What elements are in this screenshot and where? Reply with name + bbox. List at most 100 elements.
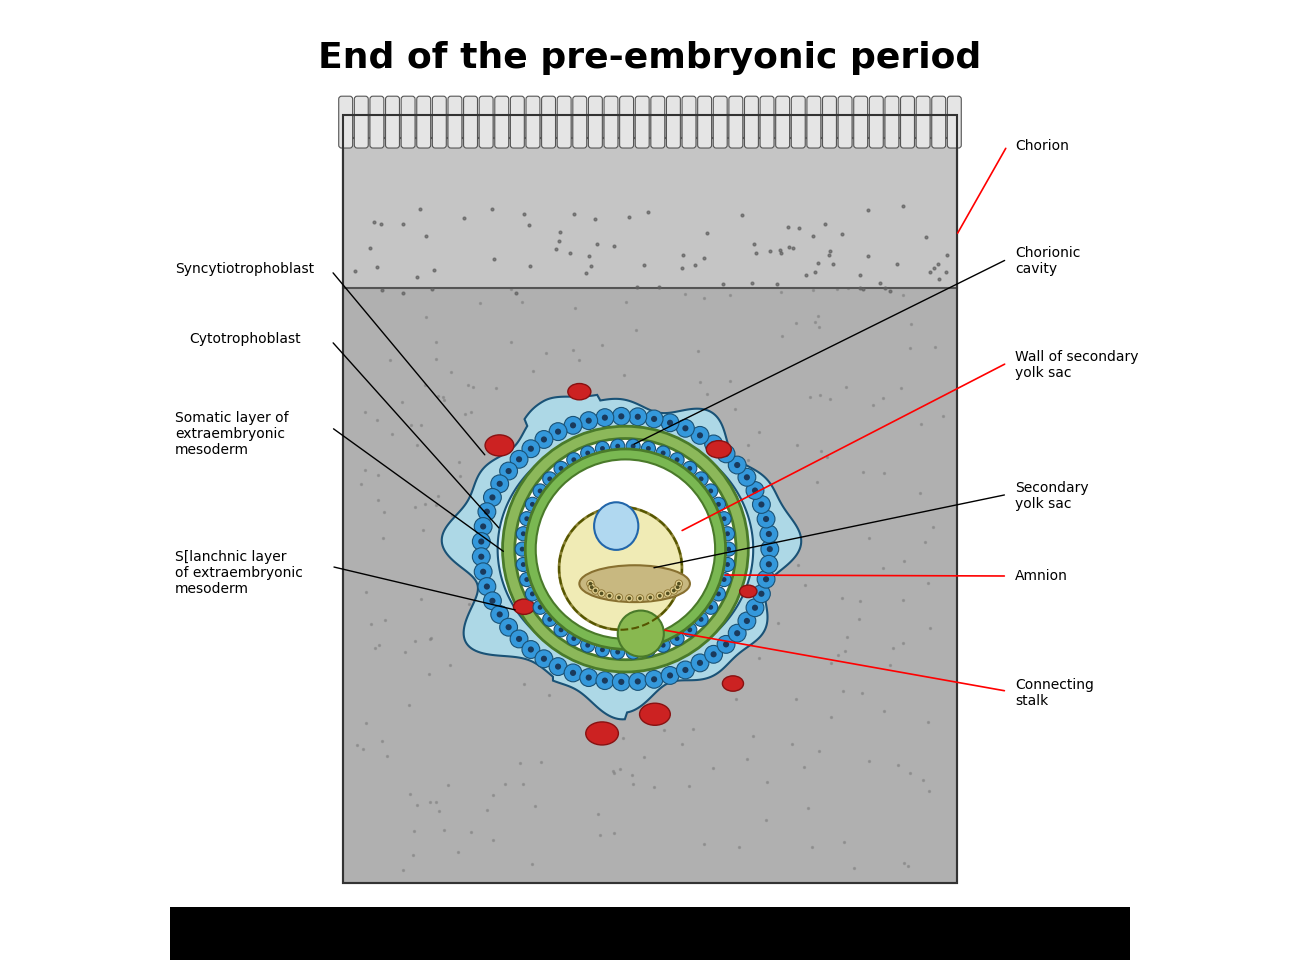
Point	[640, 543, 660, 559]
Point	[805, 264, 826, 279]
Point	[736, 553, 757, 568]
Point	[543, 590, 564, 606]
Point	[632, 543, 653, 559]
Point	[919, 783, 940, 799]
Circle shape	[595, 442, 610, 456]
Circle shape	[722, 542, 736, 556]
Circle shape	[606, 592, 614, 599]
Point	[638, 204, 659, 220]
Point	[837, 148, 858, 163]
FancyBboxPatch shape	[448, 96, 461, 148]
Point	[693, 517, 714, 533]
Point	[647, 538, 668, 553]
Point	[788, 221, 809, 236]
Point	[725, 692, 746, 708]
Circle shape	[723, 451, 729, 457]
Polygon shape	[498, 432, 753, 666]
FancyBboxPatch shape	[948, 96, 961, 148]
Point	[374, 612, 395, 628]
FancyBboxPatch shape	[636, 96, 649, 148]
Point	[759, 266, 780, 281]
Circle shape	[516, 456, 523, 463]
Circle shape	[612, 673, 630, 691]
Circle shape	[542, 612, 556, 626]
Point	[718, 156, 738, 171]
Point	[892, 592, 913, 608]
Point	[373, 530, 394, 545]
Point	[629, 537, 650, 552]
Point	[350, 476, 370, 492]
Circle shape	[547, 476, 552, 481]
Point	[747, 228, 768, 243]
Point	[693, 600, 714, 615]
Circle shape	[627, 439, 640, 453]
Circle shape	[515, 542, 529, 556]
Point	[628, 520, 649, 536]
Point	[732, 207, 753, 223]
Circle shape	[746, 599, 764, 616]
Point	[800, 390, 820, 405]
Point	[441, 364, 462, 379]
Point	[823, 256, 844, 272]
Point	[649, 543, 670, 559]
Circle shape	[480, 568, 486, 575]
FancyBboxPatch shape	[402, 96, 415, 148]
Circle shape	[541, 437, 547, 443]
Point	[564, 468, 585, 483]
Circle shape	[675, 457, 680, 462]
Text: Chorion: Chorion	[1015, 139, 1069, 153]
Point	[428, 229, 448, 245]
Point	[597, 545, 618, 561]
Point	[355, 584, 376, 599]
Point	[620, 637, 641, 653]
Point	[510, 756, 530, 771]
Circle shape	[497, 612, 503, 617]
Circle shape	[703, 484, 718, 498]
Circle shape	[569, 670, 576, 676]
Point	[602, 763, 623, 779]
Circle shape	[725, 531, 729, 537]
Point	[439, 658, 460, 673]
Point	[455, 406, 476, 421]
Point	[672, 582, 693, 597]
Point	[633, 257, 654, 273]
Point	[407, 240, 428, 255]
Text: End of the pre-embryonic period: End of the pre-embryonic period	[318, 40, 982, 75]
Point	[578, 621, 599, 636]
Point	[623, 527, 644, 542]
Point	[420, 795, 441, 810]
Point	[918, 714, 939, 730]
FancyBboxPatch shape	[464, 96, 477, 148]
FancyBboxPatch shape	[698, 96, 711, 148]
Point	[737, 438, 758, 453]
Circle shape	[525, 497, 540, 512]
Point	[737, 452, 758, 468]
Point	[838, 172, 859, 187]
Point	[393, 862, 413, 877]
Point	[592, 338, 612, 353]
Circle shape	[670, 632, 684, 645]
Point	[793, 758, 814, 774]
Point	[403, 823, 424, 838]
Point	[443, 171, 464, 186]
Point	[646, 539, 667, 554]
Point	[684, 257, 705, 273]
Point	[549, 238, 569, 253]
Point	[745, 246, 766, 261]
Point	[893, 554, 914, 569]
Point	[690, 374, 711, 390]
Point	[564, 300, 585, 316]
FancyBboxPatch shape	[667, 96, 680, 148]
Point	[810, 443, 831, 458]
Point	[627, 532, 647, 547]
Point	[701, 572, 722, 588]
Point	[651, 425, 672, 441]
Circle shape	[641, 642, 655, 657]
Circle shape	[718, 512, 731, 526]
Point	[400, 418, 421, 433]
Circle shape	[607, 594, 611, 598]
Point	[552, 506, 573, 521]
Circle shape	[694, 612, 709, 626]
Point	[372, 733, 393, 749]
Point	[589, 828, 610, 843]
